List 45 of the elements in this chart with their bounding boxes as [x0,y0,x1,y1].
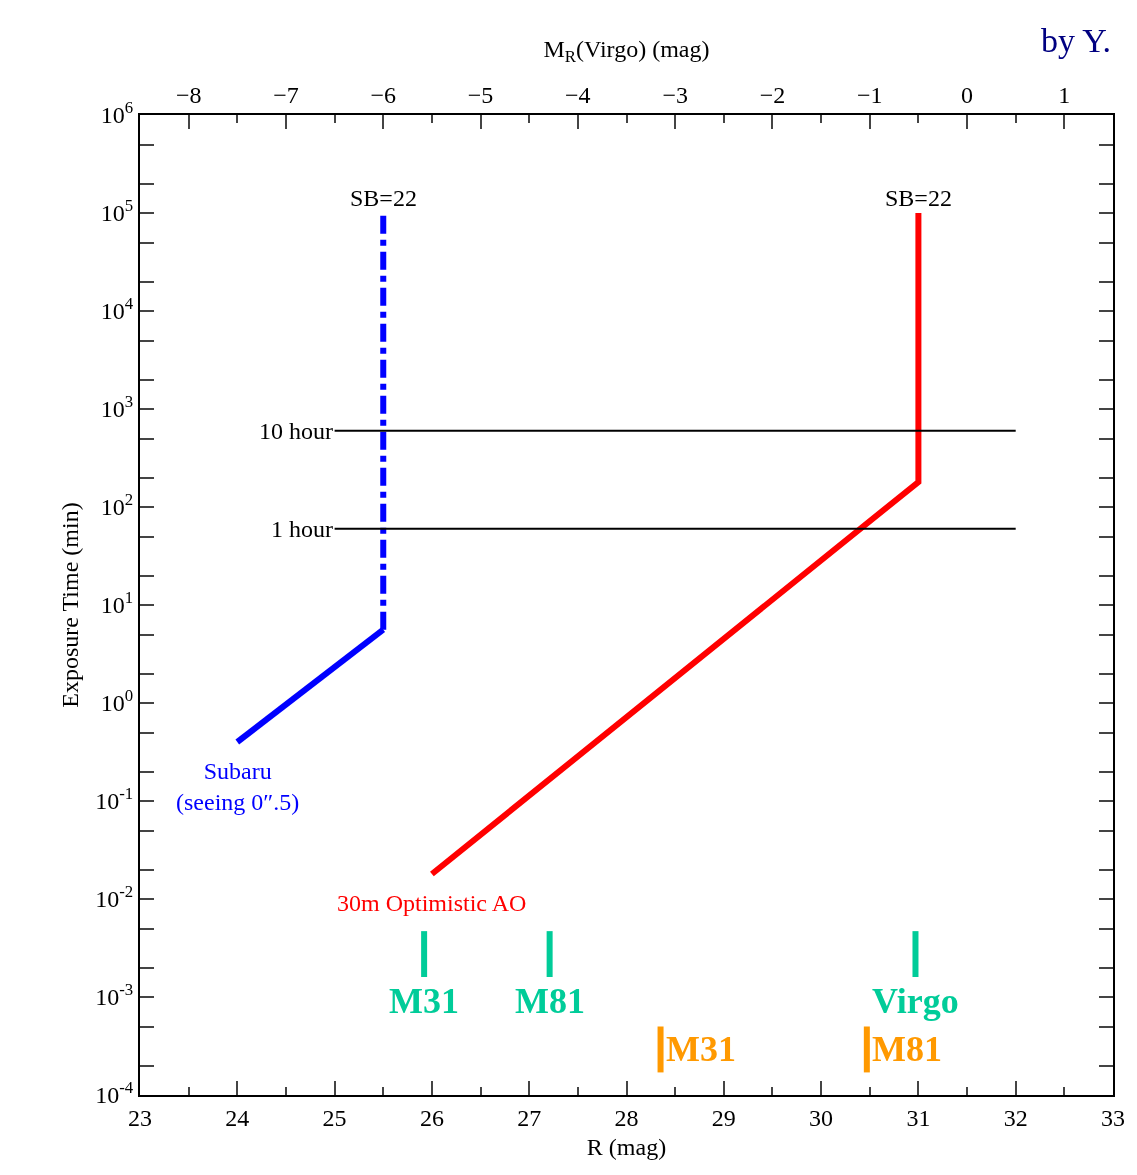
ref-line-label: 1 hour [271,516,333,542]
series-label: Subaru (seeing 0″.5) [176,758,300,816]
x-tick-label: 27 [517,1104,542,1131]
annotation: SB=22 [350,185,417,211]
x2-tick-label: 1 [1058,82,1071,109]
x-axis-title: R (mag) [586,1133,667,1160]
x2-tick-label: −8 [175,82,202,109]
annotation: SB=22 [885,185,952,211]
x2-tick-label: −2 [759,82,786,109]
y-axis-title: Exposure Time (min) [56,502,83,708]
x2-tick-label: −4 [565,82,591,109]
x2-tick-label: −7 [273,82,299,109]
y-tick-label: 10$^{-3}$ [95,980,134,1011]
x2-tick-label: 0 [961,82,974,109]
series-label: M81 [515,981,585,1021]
x2-tick-label: −3 [662,82,688,109]
x2-axis-title: M$_{R}$(Virgo) (mag) [543,36,710,67]
x-tick-label: 28 [614,1104,639,1131]
y-tick-label: 10$^{3}$ [100,392,134,423]
x-tick-label: 31 [906,1104,931,1131]
y-tick-label: 10$^{0}$ [100,686,134,717]
y-tick-label: 10$^{-1}$ [95,784,134,815]
series-label: M31 [389,981,459,1021]
x-tick-label: 33 [1101,1104,1125,1131]
ref-line-label: 10 hour [259,418,333,444]
series-label: M31 [666,1029,736,1069]
x2-tick-label: −1 [856,82,883,109]
x-tick-label: 32 [1003,1104,1028,1131]
x-tick-label: 25 [322,1104,347,1131]
y-tick-label: 10$^{6}$ [100,98,134,129]
series-label: 30m Optimistic AO [337,890,527,916]
y-tick-label: 10$^{5}$ [100,196,134,227]
x-tick-label: 26 [419,1104,444,1131]
series-label: Virgo [872,981,959,1021]
y-tick-label: 10$^{1}$ [100,588,134,619]
series-label: M81 [872,1029,942,1069]
x-tick-label: 29 [711,1104,736,1131]
x-tick-label: 24 [225,1104,250,1131]
x2-tick-label: −5 [467,82,494,109]
x-tick-label: 30 [809,1104,834,1131]
text: by Y. [1041,22,1111,59]
x2-tick-label: −6 [370,82,397,109]
y-tick-label: 10$^{4}$ [100,294,134,325]
y-tick-label: 10$^{2}$ [100,490,134,521]
y-tick-label: 10$^{-2}$ [95,882,134,913]
